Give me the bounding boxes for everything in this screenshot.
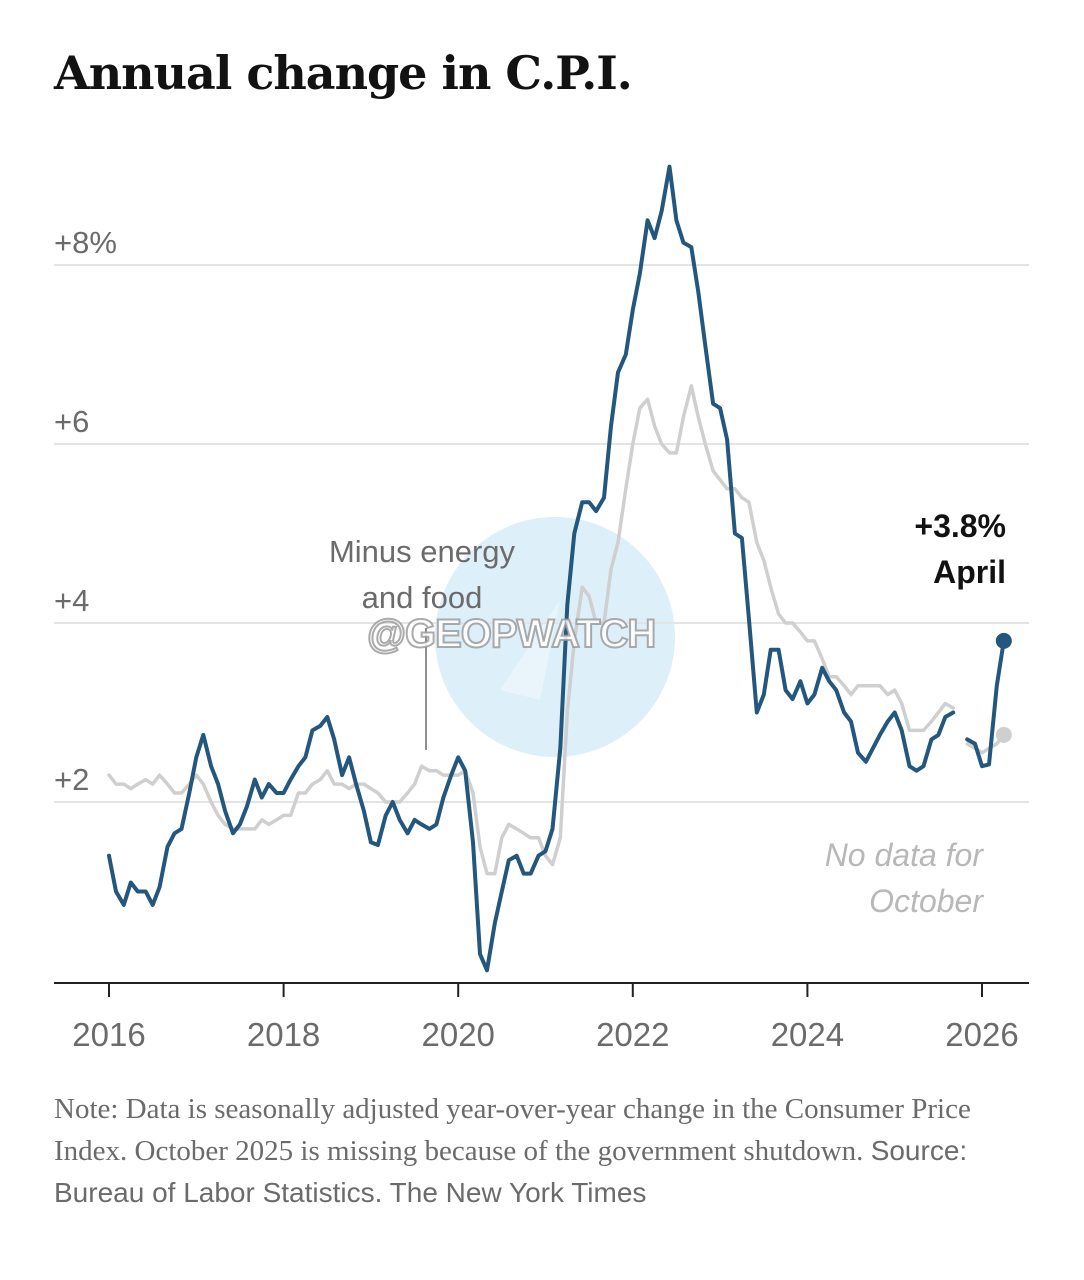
note-text: Note: Data is seasonally adjusted year-o…: [54, 1093, 971, 1167]
x-tick-label: 2020: [421, 1016, 494, 1053]
headline-end-marker: [995, 632, 1012, 649]
y-axis-tick-labels: +2 +4 +6 +8%: [54, 225, 117, 797]
annotation-latest-value-line-2: April: [933, 554, 1006, 590]
headline-cpi-series: [107, 164, 1012, 973]
core-cpi-series: [107, 384, 1012, 876]
headline-line-segment-2: [965, 638, 1006, 769]
watermark-logo-icon: [435, 517, 675, 757]
x-tick-label: 2018: [247, 1016, 320, 1053]
chart-annotations: Minus energy and food +3.8% April No data fo…: [329, 508, 1006, 919]
core-line-segment-1: [107, 384, 955, 876]
x-tick-label: 2024: [771, 1016, 844, 1053]
note-source: Source: Bureau of Labor Statistics.: [54, 1135, 968, 1208]
x-tick-label: 2022: [596, 1016, 669, 1053]
annotation-core-label-line-1: Minus energy: [329, 534, 516, 569]
x-tick-label: 2016: [72, 1016, 145, 1053]
annotation-no-data-line-1: No data for: [825, 837, 985, 873]
core-end-marker: [995, 726, 1012, 743]
annotation-core-label-line-2: and food: [362, 580, 483, 615]
x-axis: 2016 2018 2020 2022 2024 2026: [54, 982, 1029, 1053]
chart-note: Note: Data is seasonally adjusted year-o…: [54, 1088, 1014, 1214]
y-tick-label: +6: [54, 404, 89, 439]
y-tick-label: +4: [54, 583, 89, 618]
annotation-latest-value-line-1: +3.8%: [914, 508, 1006, 544]
annotation-no-data-line-2: October: [869, 883, 984, 919]
headline-line-segment-1: [107, 164, 956, 973]
line-chart: +2 +4 +6 +8% 2016 2018 2020 2022 2024 2026 Minus…: [54, 164, 1029, 1053]
watermark-text: @GEOPWATCH: [366, 611, 657, 657]
note-credit: The New York Times: [389, 1177, 647, 1208]
y-tick-label: +8%: [54, 225, 117, 260]
core-line-segment-2: [965, 733, 1006, 755]
x-tick-label: 2026: [945, 1016, 1018, 1053]
chart-title: Annual change in C.P.I.: [54, 46, 633, 100]
y-tick-label: +2: [54, 762, 89, 797]
gridlines: [54, 264, 1029, 803]
